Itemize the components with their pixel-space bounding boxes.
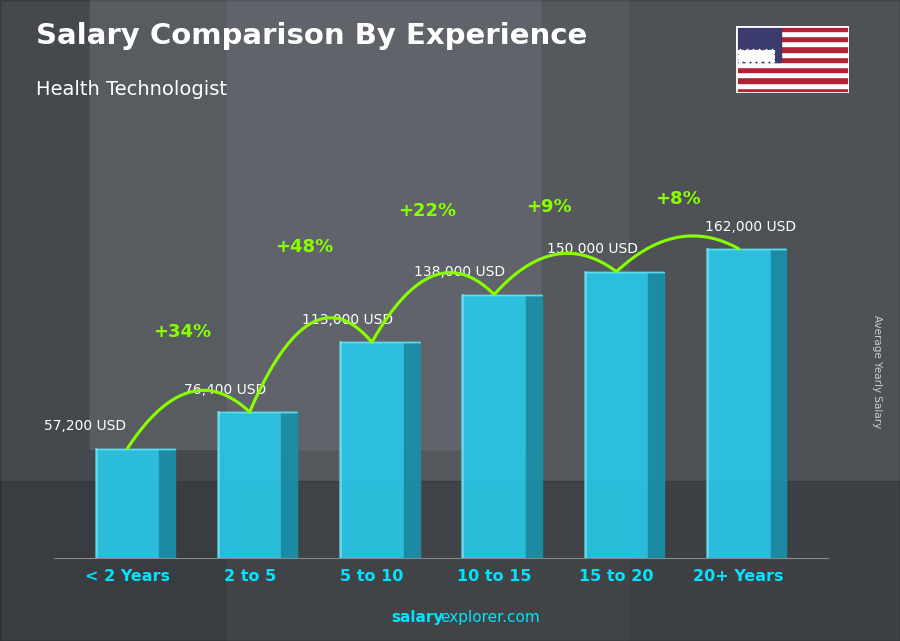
Text: salary: salary bbox=[392, 610, 444, 625]
Text: Health Technologist: Health Technologist bbox=[36, 80, 227, 99]
Bar bbox=[736, 83, 849, 88]
Text: explorer.com: explorer.com bbox=[440, 610, 540, 625]
Polygon shape bbox=[159, 449, 176, 558]
FancyBboxPatch shape bbox=[463, 295, 526, 558]
Polygon shape bbox=[526, 295, 542, 558]
Text: 150,000 USD: 150,000 USD bbox=[546, 242, 637, 256]
FancyBboxPatch shape bbox=[218, 412, 282, 558]
Bar bbox=[736, 72, 849, 78]
Bar bbox=[736, 31, 849, 36]
Bar bbox=[736, 26, 849, 31]
Text: +22%: +22% bbox=[398, 202, 456, 220]
Bar bbox=[736, 67, 849, 72]
Text: Salary Comparison By Experience: Salary Comparison By Experience bbox=[36, 22, 587, 51]
Text: 138,000 USD: 138,000 USD bbox=[414, 265, 506, 279]
Text: 57,200 USD: 57,200 USD bbox=[43, 419, 126, 433]
FancyBboxPatch shape bbox=[585, 272, 648, 558]
Bar bbox=[736, 56, 849, 62]
FancyBboxPatch shape bbox=[95, 449, 159, 558]
Polygon shape bbox=[282, 412, 297, 558]
Bar bbox=[736, 26, 781, 62]
Bar bbox=[630, 0, 900, 641]
Bar bbox=[736, 36, 849, 41]
Text: 162,000 USD: 162,000 USD bbox=[706, 220, 796, 233]
Text: Average Yearly Salary: Average Yearly Salary bbox=[872, 315, 883, 428]
FancyBboxPatch shape bbox=[340, 342, 404, 558]
Bar bbox=[90, 0, 540, 449]
Polygon shape bbox=[648, 272, 664, 558]
Bar bbox=[736, 88, 849, 93]
Bar bbox=[736, 41, 849, 46]
Text: +9%: +9% bbox=[526, 198, 572, 216]
Text: +8%: +8% bbox=[654, 190, 700, 208]
Bar bbox=[0, 0, 225, 641]
Bar bbox=[736, 46, 849, 51]
Polygon shape bbox=[770, 249, 787, 558]
Text: 76,400 USD: 76,400 USD bbox=[184, 383, 266, 397]
Bar bbox=[736, 78, 849, 83]
Bar bbox=[0, 481, 900, 641]
Bar bbox=[736, 51, 849, 56]
Bar bbox=[736, 62, 849, 67]
Text: +34%: +34% bbox=[153, 323, 211, 341]
FancyBboxPatch shape bbox=[706, 249, 770, 558]
Text: +48%: +48% bbox=[275, 238, 334, 256]
Polygon shape bbox=[404, 342, 419, 558]
Text: 113,000 USD: 113,000 USD bbox=[302, 313, 393, 327]
